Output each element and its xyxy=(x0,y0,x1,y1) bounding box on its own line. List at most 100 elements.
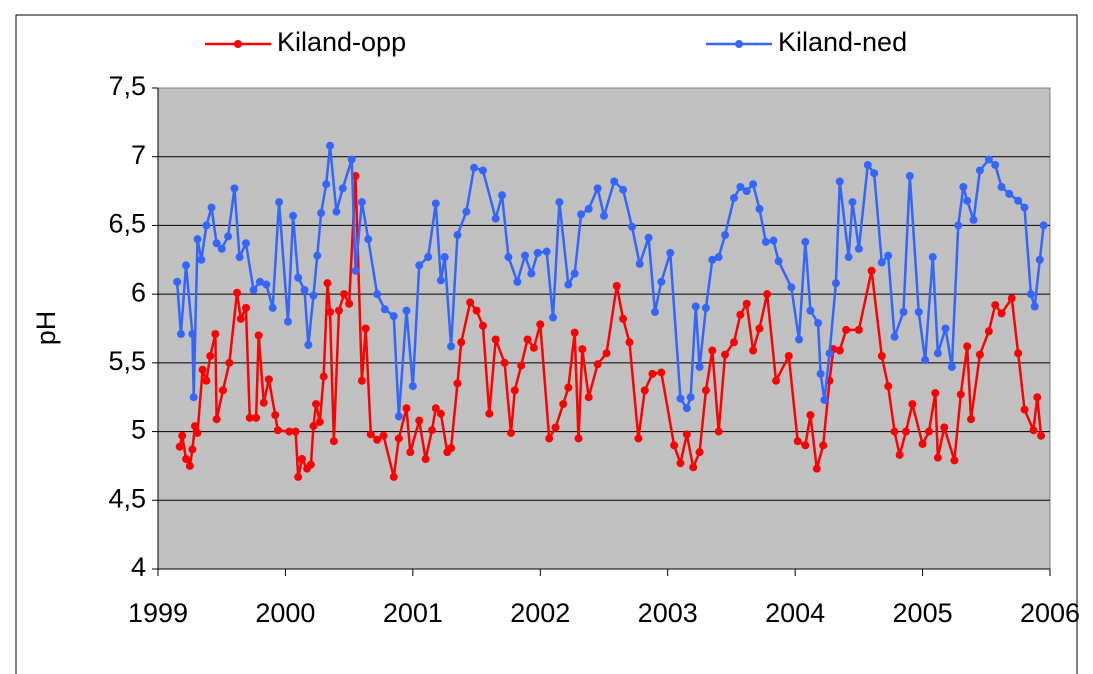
point xyxy=(854,325,863,334)
point xyxy=(453,379,462,388)
x-tick-label: 1999 xyxy=(128,598,188,628)
point xyxy=(202,376,211,385)
point xyxy=(570,269,579,278)
legend-label: Kiland-opp xyxy=(277,27,406,57)
point xyxy=(689,463,698,472)
point xyxy=(902,427,911,436)
point xyxy=(742,299,751,308)
point xyxy=(593,360,602,369)
point xyxy=(844,253,853,262)
point xyxy=(848,198,857,207)
point xyxy=(436,409,445,418)
point xyxy=(612,281,621,290)
point xyxy=(806,411,815,420)
point xyxy=(182,261,191,270)
point xyxy=(884,251,893,260)
x-tick-label: 2000 xyxy=(255,598,315,628)
point xyxy=(175,442,184,451)
point xyxy=(224,232,233,241)
point xyxy=(364,235,373,244)
point xyxy=(742,187,751,196)
point xyxy=(389,312,398,321)
point xyxy=(749,346,758,355)
point xyxy=(918,439,927,448)
point xyxy=(394,412,403,421)
point xyxy=(657,277,666,286)
point xyxy=(975,350,984,359)
point xyxy=(500,358,509,367)
point xyxy=(578,345,587,354)
point xyxy=(189,393,198,402)
point xyxy=(559,400,568,409)
point xyxy=(691,302,700,311)
x-tick-label: 2004 xyxy=(765,598,825,628)
point xyxy=(863,160,872,169)
y-tick-label: 4,5 xyxy=(108,483,146,513)
point xyxy=(366,430,375,439)
point xyxy=(794,335,803,344)
point xyxy=(485,409,494,418)
point xyxy=(197,255,206,264)
point xyxy=(933,453,942,462)
point xyxy=(491,335,500,344)
point xyxy=(275,198,284,207)
point xyxy=(542,247,551,256)
point xyxy=(648,369,657,378)
y-tick-label: 6 xyxy=(131,277,146,307)
point xyxy=(323,279,332,288)
point xyxy=(415,416,424,425)
point xyxy=(870,169,879,178)
point xyxy=(188,329,197,338)
point xyxy=(319,372,328,381)
point xyxy=(198,365,207,374)
point xyxy=(254,331,263,340)
point xyxy=(801,441,810,450)
point xyxy=(338,184,347,193)
point xyxy=(206,351,215,360)
point xyxy=(315,417,324,426)
point xyxy=(218,386,227,395)
point xyxy=(1005,189,1014,198)
point xyxy=(602,349,611,358)
point xyxy=(190,422,199,431)
point xyxy=(264,375,273,384)
point xyxy=(457,338,466,347)
point xyxy=(351,266,360,275)
point xyxy=(1026,290,1035,299)
point xyxy=(772,376,781,385)
point xyxy=(997,182,1006,191)
x-tick-label: 2006 xyxy=(1020,598,1080,628)
point xyxy=(357,376,366,385)
point xyxy=(517,361,526,370)
point xyxy=(793,437,802,446)
point xyxy=(513,277,522,286)
point xyxy=(933,349,942,358)
point xyxy=(415,261,424,270)
point xyxy=(347,155,356,164)
point xyxy=(736,182,745,191)
point xyxy=(440,253,449,262)
point xyxy=(408,382,417,391)
point xyxy=(294,472,303,481)
point xyxy=(373,435,382,444)
point xyxy=(332,207,341,216)
point xyxy=(801,237,810,246)
point xyxy=(625,338,634,347)
point xyxy=(584,204,593,213)
point xyxy=(969,215,978,224)
point xyxy=(928,253,937,262)
point xyxy=(193,428,202,437)
point xyxy=(975,166,984,175)
point xyxy=(676,394,685,403)
point xyxy=(884,382,893,391)
point xyxy=(908,400,917,409)
point xyxy=(402,404,411,413)
point xyxy=(842,325,851,334)
point xyxy=(472,306,481,315)
point xyxy=(1020,405,1029,414)
point xyxy=(924,427,933,436)
point xyxy=(520,251,529,260)
point xyxy=(854,244,863,253)
point xyxy=(212,415,221,424)
